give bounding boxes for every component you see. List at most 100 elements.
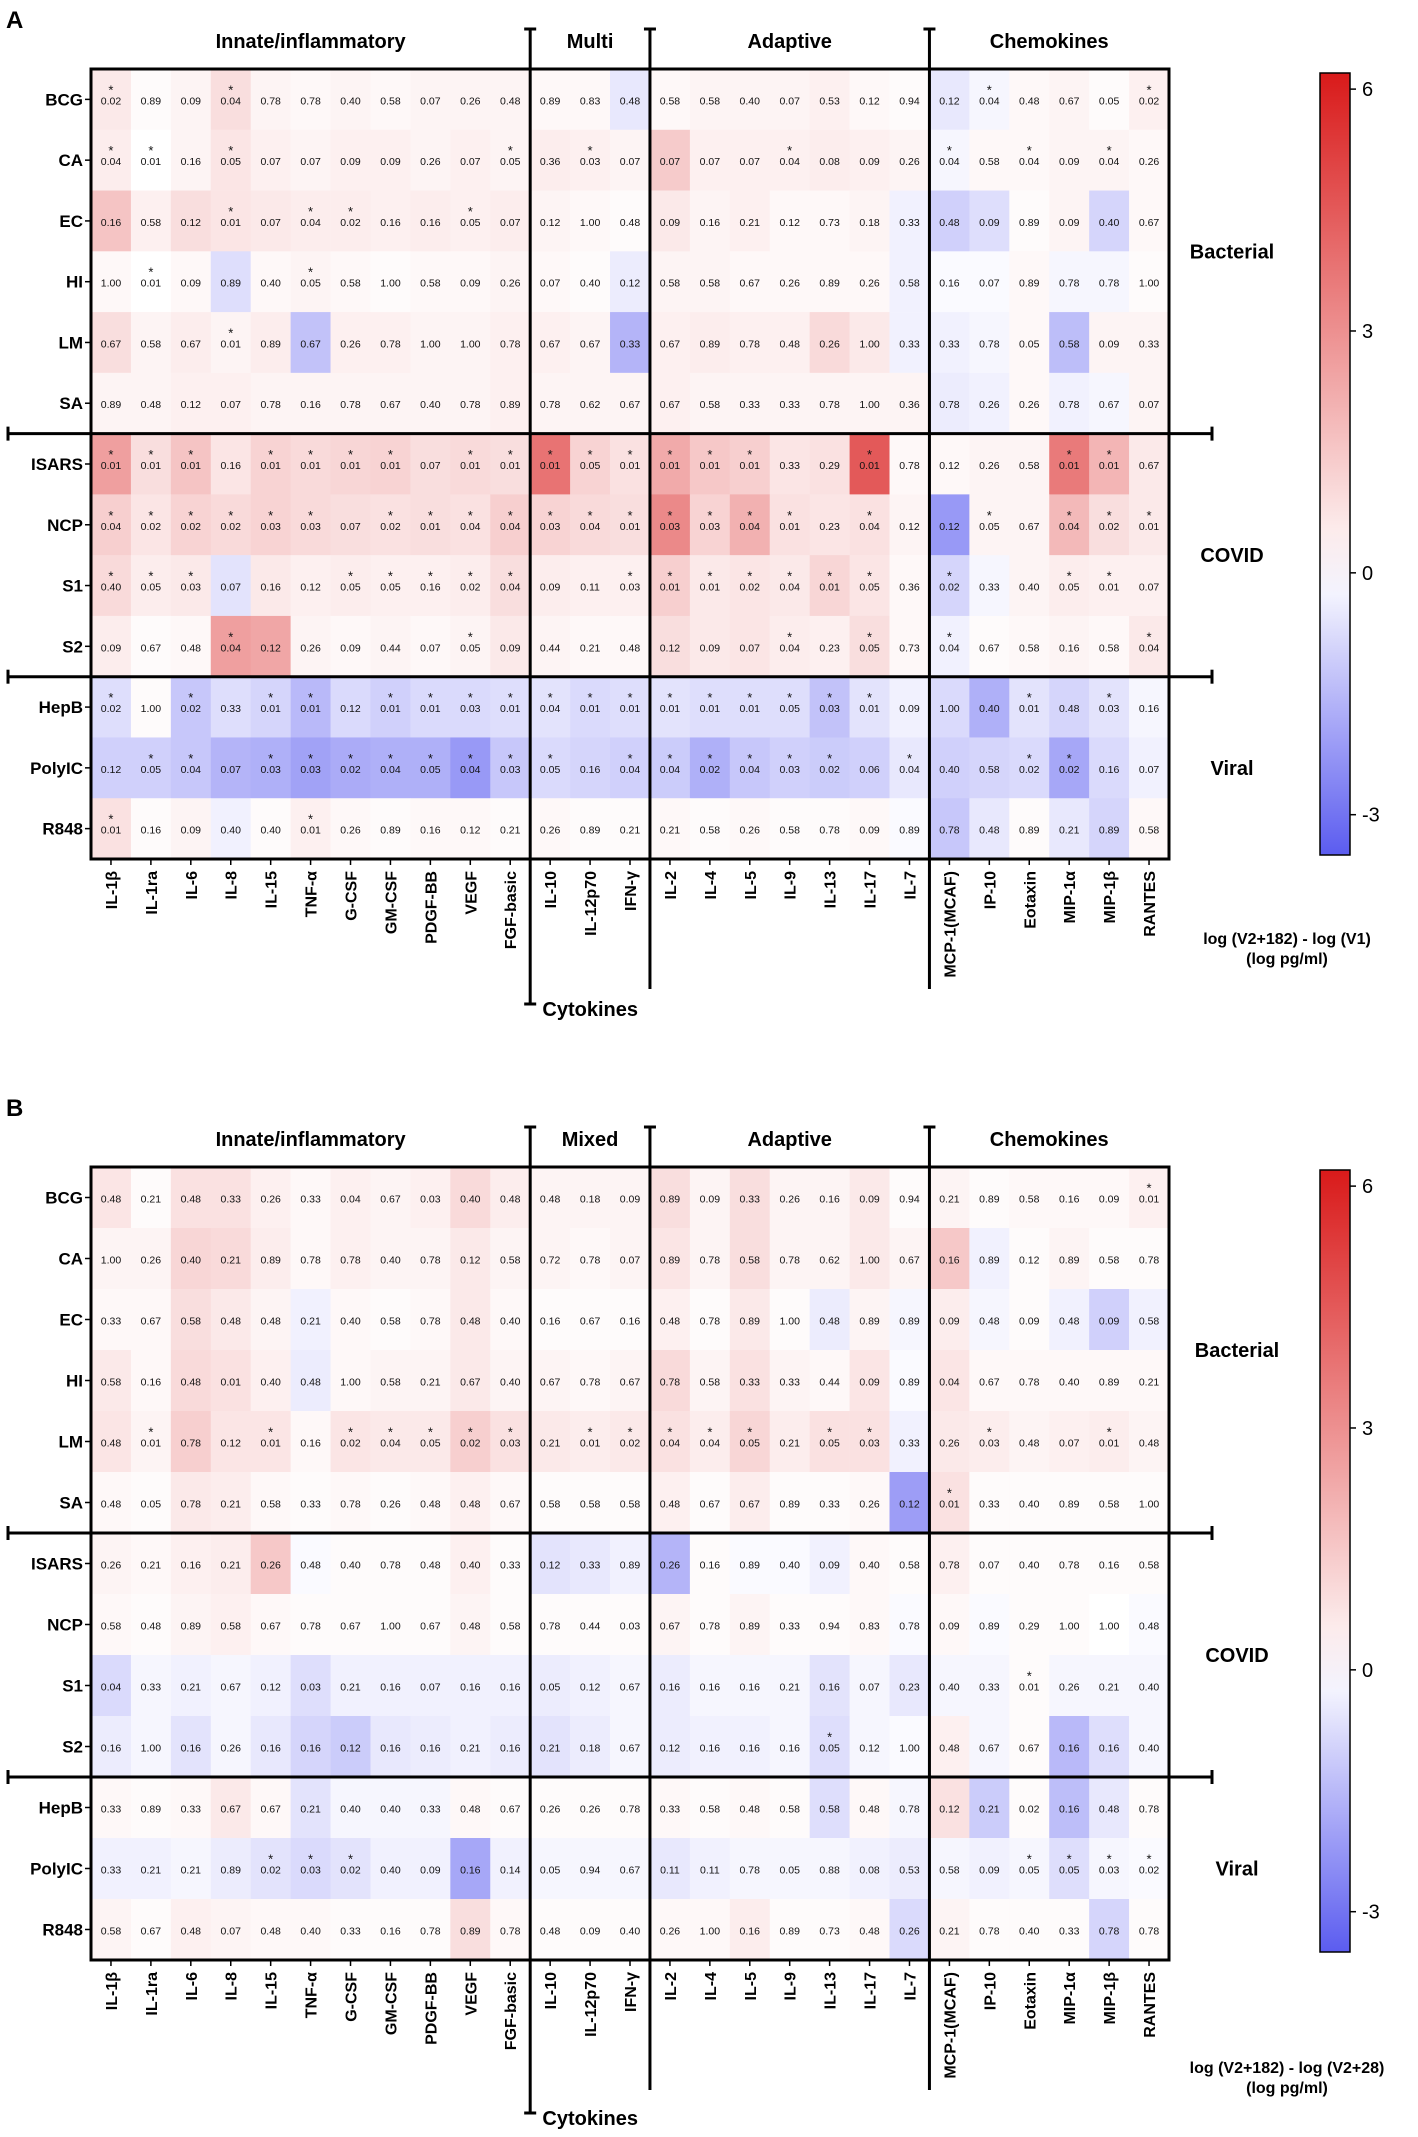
heatmap-cell: [450, 1289, 491, 1351]
cell-pvalue: 0.58: [420, 278, 441, 290]
heatmap-cell: [1129, 1899, 1170, 1961]
cell-pvalue: 0.58: [101, 1377, 122, 1389]
cell-pvalue: 0.26: [939, 1438, 960, 1450]
cell-pvalue: 0.89: [620, 1560, 641, 1572]
cell-pvalue: 0.78: [580, 1377, 601, 1389]
heatmap-cell: [570, 190, 611, 252]
heatmap-cell: [1129, 1594, 1170, 1656]
colorbar-b: 630-3: [1319, 1169, 1380, 1953]
heatmap-cell: [530, 372, 571, 434]
cell-pvalue: 0.05: [141, 1499, 162, 1511]
heatmap-cell: [570, 494, 611, 556]
cell-pvalue: 0.23: [819, 642, 840, 654]
cell-pvalue: 0.09: [181, 278, 202, 290]
heatmap-cell: [1009, 798, 1050, 860]
cell-pvalue: 0.21: [141, 1865, 162, 1877]
cell-pvalue: 0.48: [1139, 1621, 1160, 1633]
heatmap-cell: [809, 69, 850, 131]
significance-star: *: [348, 569, 353, 584]
significance-star: *: [627, 508, 632, 523]
cell-pvalue: 0.04: [181, 764, 202, 776]
significance-star: *: [827, 751, 832, 766]
heatmap-cell: [530, 1228, 571, 1290]
cell-pvalue: 0.11: [660, 1865, 680, 1877]
heatmap-cell: [1089, 1777, 1130, 1839]
row-label: LM: [58, 333, 83, 352]
cell-pvalue: 0.33: [181, 1804, 202, 1816]
significance-star: *: [188, 751, 193, 766]
cell-pvalue: 1.00: [859, 399, 880, 411]
cell-pvalue: 0.40: [580, 278, 601, 290]
cell-pvalue: 0.07: [979, 278, 1000, 290]
heatmap-cell: [769, 737, 810, 799]
cell-pvalue: 0.67: [660, 399, 681, 411]
cell-pvalue: 0.33: [141, 1682, 162, 1694]
heatmap-cell: [1089, 1350, 1130, 1412]
heatmap-cell: [610, 1899, 651, 1961]
significance-star: *: [588, 143, 593, 158]
heatmap-cell: [969, 1533, 1010, 1595]
cell-pvalue: 0.03: [300, 764, 321, 776]
heatmap-cell: [1049, 1167, 1090, 1229]
heatmap-cell: [929, 1594, 970, 1656]
heatmap-cell: [929, 1899, 970, 1961]
cell-pvalue: 0.26: [660, 1926, 681, 1938]
cell-pvalue: 0.40: [340, 1560, 361, 1572]
cell-pvalue: 0.16: [819, 1682, 840, 1694]
cell-pvalue: 1.00: [1099, 1621, 1120, 1633]
cell-pvalue: 0.21: [141, 1194, 162, 1206]
heatmap-cell: [689, 555, 731, 617]
significance-star: *: [707, 1425, 712, 1440]
heatmap-cell: [370, 798, 411, 860]
cell-pvalue: 0.26: [420, 156, 441, 168]
heatmap-cell: [1049, 555, 1090, 617]
cell-pvalue: 0.33: [660, 1804, 681, 1816]
cell-pvalue: 0.67: [221, 1804, 242, 1816]
heatmap-cell: [570, 433, 611, 495]
heatmap-cell: [649, 798, 691, 860]
cell-pvalue: 0.16: [700, 217, 721, 229]
significance-star: *: [508, 447, 513, 462]
cell-pvalue: 0.40: [260, 278, 281, 290]
cell-pvalue: 0.12: [540, 1560, 561, 1572]
colorbar-tick-label: 0: [1362, 563, 1373, 585]
heatmap-cell: [250, 1289, 291, 1351]
heatmap-cell: [250, 798, 291, 860]
significance-star: *: [508, 690, 513, 705]
heatmap-cell: [330, 798, 371, 860]
cell-pvalue: 0.09: [460, 278, 481, 290]
heatmap-cell: [1049, 433, 1090, 495]
cell-pvalue: 0.16: [1059, 1194, 1080, 1206]
cell-pvalue: 0.21: [500, 825, 521, 837]
significance-star: *: [987, 82, 992, 97]
heatmap-cell: [809, 1289, 850, 1351]
heatmap-cell: [570, 737, 611, 799]
heatmap-cell: [130, 1289, 172, 1351]
heatmap-cell: [809, 1899, 850, 1961]
heatmap-cell: [450, 676, 491, 738]
significance-star: *: [747, 1425, 752, 1440]
heatmap-cell: [490, 1777, 531, 1839]
significance-star: *: [707, 569, 712, 584]
cell-pvalue: 0.26: [740, 825, 761, 837]
cell-pvalue: 0.67: [380, 1194, 401, 1206]
cell-pvalue: 0.89: [740, 1316, 761, 1328]
cell-pvalue: 0.89: [1059, 1255, 1080, 1267]
cell-pvalue: 1.00: [939, 703, 960, 715]
heatmap-cell: [889, 1899, 930, 1961]
cell-pvalue: 0.12: [620, 278, 641, 290]
heatmap-cell: [1129, 129, 1170, 191]
row-label: S2: [62, 1738, 83, 1757]
heatmap-cell: [1049, 494, 1090, 556]
cell-pvalue: 0.67: [500, 1804, 521, 1816]
cell-pvalue: 0.89: [1099, 825, 1120, 837]
cell-pvalue: 0.01: [700, 582, 721, 594]
column-label: IL-7: [902, 871, 919, 900]
column-label: RANTES: [1142, 1972, 1159, 2038]
heatmap-cell: [130, 676, 172, 738]
significance-star: *: [148, 265, 153, 280]
heatmap-cell: [450, 555, 491, 617]
significance-star: *: [667, 690, 672, 705]
panel-a: A 0.02*0.89 0.09 0.04*0.78 0.78 0.40 0.58 0.07…: [6, 7, 1380, 1021]
heatmap-cell: [610, 129, 651, 191]
